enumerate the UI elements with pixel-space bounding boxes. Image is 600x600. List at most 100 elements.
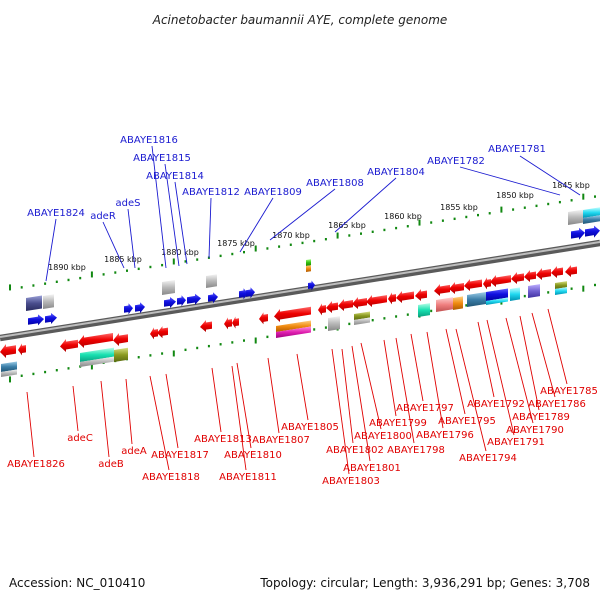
gene-label-top: ABAYE1812 [182,187,240,198]
gene-feature [114,347,128,362]
leader-line [410,333,424,402]
gene-label-bottom: ABAYE1799 [369,418,427,429]
gene-label-bottom: ABAYE1801 [343,463,401,474]
minor-tick [219,343,222,346]
minor-tick [55,369,58,372]
minor-tick [570,199,573,202]
reverse-gene-arrow [388,292,396,305]
major-tick [418,219,421,226]
reverse-gene-arrow [78,333,113,349]
reverse-gene-arrow [511,272,524,285]
leader-line [165,373,179,449]
leader-line [239,197,274,253]
major-tick [172,350,175,357]
minor-tick [558,200,561,204]
minor-tick [67,278,70,282]
minor-tick [161,263,164,267]
forward-gene-arrow [124,303,133,315]
map-title: Acinetobacter baumannii AYE, complete ge… [152,13,448,27]
forward-gene-arrow [246,287,255,299]
scale-label: 1875 kbp [217,239,255,248]
minor-tick [219,254,222,258]
gene-features [0,207,600,377]
scale-label: 1860 kbp [384,212,422,221]
leader-line [151,145,167,269]
minor-tick [535,204,538,208]
minor-tick [207,344,210,348]
reverse-gene-arrow [524,270,536,283]
gene-feature [436,297,453,312]
reverse-gene-arrow [536,268,551,281]
minor-tick [161,352,164,355]
reverse-gene-arrow [449,282,464,295]
major-tick [254,337,257,344]
gene-feature [276,320,311,332]
reverse-gene-arrow [396,291,414,304]
minor-tick [126,269,128,272]
leader-line [45,218,57,282]
leader-line [486,319,515,436]
reverse-gene-arrow [483,277,491,290]
leader-line [231,365,247,471]
minor-tick [67,367,70,370]
gene-feature [486,288,508,301]
major-tick [254,245,257,252]
gene-feature [453,296,463,310]
minor-tick [231,341,234,344]
gene-label-bottom: ABAYE1790 [506,425,564,436]
minor-tick [324,326,327,329]
gene-label-bottom: ABAYE1818 [142,472,200,483]
gene-feature [1,361,17,372]
label-leader-lines [26,145,581,475]
gene-feature [306,259,311,266]
reverse-gene-arrow [318,303,326,316]
gene-feature [510,287,520,301]
minor-tick [313,239,316,243]
gene-label-bottom: ABAYE1810 [224,450,282,461]
minor-tick [348,322,351,326]
gene-label-top: ABAYE1808 [306,178,364,189]
leader-line [236,362,252,449]
leader-line [174,181,188,265]
leader-line [269,188,336,241]
gene-feature [568,209,583,225]
leader-line [211,367,222,433]
reverse-gene-arrow [464,279,482,292]
gene-label-bottom: ABAYE1811 [219,472,277,483]
scale-label: 1845 kbp [552,181,590,190]
gene-feature [486,297,508,305]
leader-line [351,345,371,462]
gene-feature [1,369,17,377]
minor-tick [20,286,23,289]
leader-line [149,375,170,471]
minor-tick [313,328,316,331]
reverse-gene-arrow [157,326,168,339]
gene-label-bottom: adeA [121,446,147,457]
minor-tick [383,317,386,320]
major-tick [500,206,503,213]
gene-label-bottom: ABAYE1802 [326,445,384,456]
forward-gene-arrow [28,314,44,326]
gene-feature [467,291,486,307]
minor-tick [184,348,187,352]
minor-tick [324,237,327,241]
reverse-gene-arrow [565,265,577,278]
gene-feature [583,215,600,224]
minor-tick [371,318,374,322]
minor-tick [395,315,398,318]
reverse-gene-arrow [200,320,212,333]
gene-label-top: ABAYE1814 [146,171,204,182]
gene-feature [206,274,217,288]
minor-tick [406,313,409,316]
minor-tick [360,232,362,235]
gene-feature [80,356,114,367]
minor-tick [149,265,152,269]
gene-label-top: ABAYE1824 [27,208,85,219]
gene-label-bottom: ABAYE1817 [151,450,209,461]
major-tick [582,193,585,200]
gene-label-top: ABAYE1781 [488,144,546,155]
major-tick [9,376,11,383]
minor-tick [477,213,479,217]
